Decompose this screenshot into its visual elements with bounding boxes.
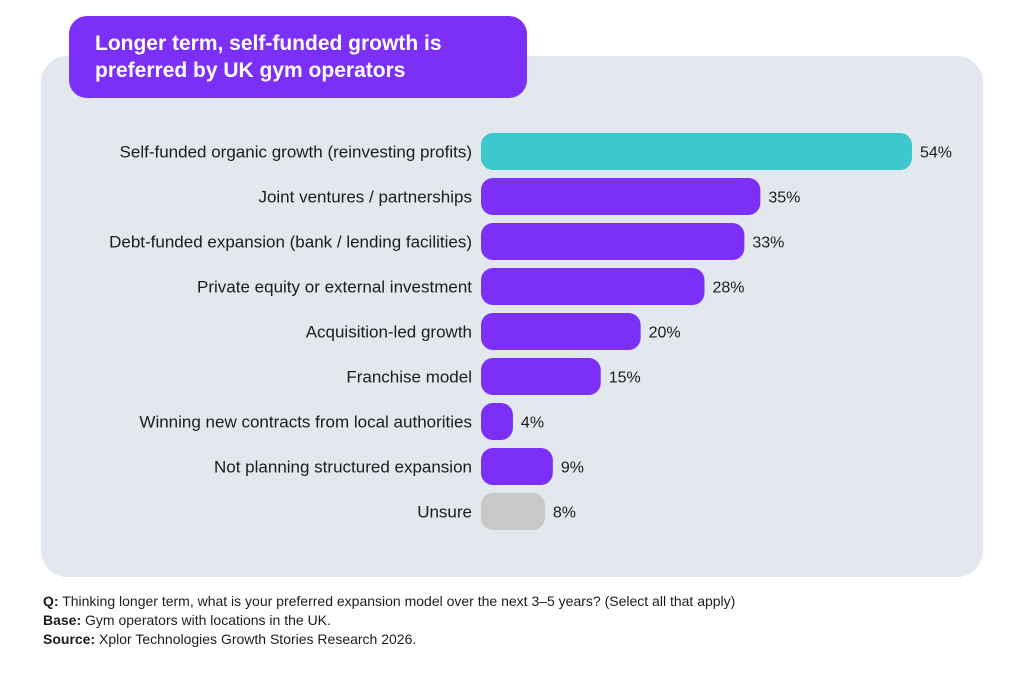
bar-4 [481, 313, 641, 350]
value-label-4: 20% [649, 325, 681, 342]
base-note: Base: Gym operators with locations in th… [43, 612, 331, 628]
bar-5 [481, 358, 601, 395]
bar-1 [481, 178, 761, 215]
bar-2 [481, 223, 745, 260]
category-label-0: Self-funded organic growth (reinvesting … [120, 143, 472, 162]
bar-3 [481, 268, 705, 305]
category-label-2: Debt-funded expansion (bank / lending fa… [109, 233, 472, 252]
footnotes: Q: Thinking longer term, what is your pr… [43, 592, 735, 649]
bar-8 [481, 493, 545, 530]
bar-0 [481, 133, 912, 170]
bar-6 [481, 403, 513, 440]
category-label-7: Not planning structured expansion [214, 458, 472, 477]
title-line-1: Longer term, self-funded growth is [95, 32, 442, 55]
category-label-3: Private equity or external investment [197, 278, 472, 297]
value-label-5: 15% [609, 370, 641, 387]
value-label-8: 8% [553, 505, 576, 522]
bar-7 [481, 448, 553, 485]
question-note: Q: Thinking longer term, what is your pr… [43, 593, 736, 609]
category-label-5: Franchise model [346, 368, 472, 387]
bar-chart: Self-funded organic growth (reinvesting … [109, 133, 952, 530]
value-label-2: 33% [752, 235, 784, 252]
category-label-4: Acquisition-led growth [306, 323, 472, 342]
value-label-0: 54% [920, 145, 952, 162]
source-note: Source: Xplor Technologies Growth Storie… [43, 631, 417, 647]
value-label-7: 9% [561, 460, 584, 477]
title-line-2: preferred by UK gym operators [95, 59, 406, 82]
category-label-8: Unsure [417, 503, 472, 522]
chart-title: Longer term, self-funded growth is prefe… [69, 16, 527, 98]
value-label-1: 35% [768, 190, 800, 207]
value-label-6: 4% [521, 415, 544, 432]
category-label-1: Joint ventures / partnerships [258, 188, 472, 207]
value-label-3: 28% [712, 280, 744, 297]
category-label-6: Winning new contracts from local authori… [139, 413, 472, 432]
